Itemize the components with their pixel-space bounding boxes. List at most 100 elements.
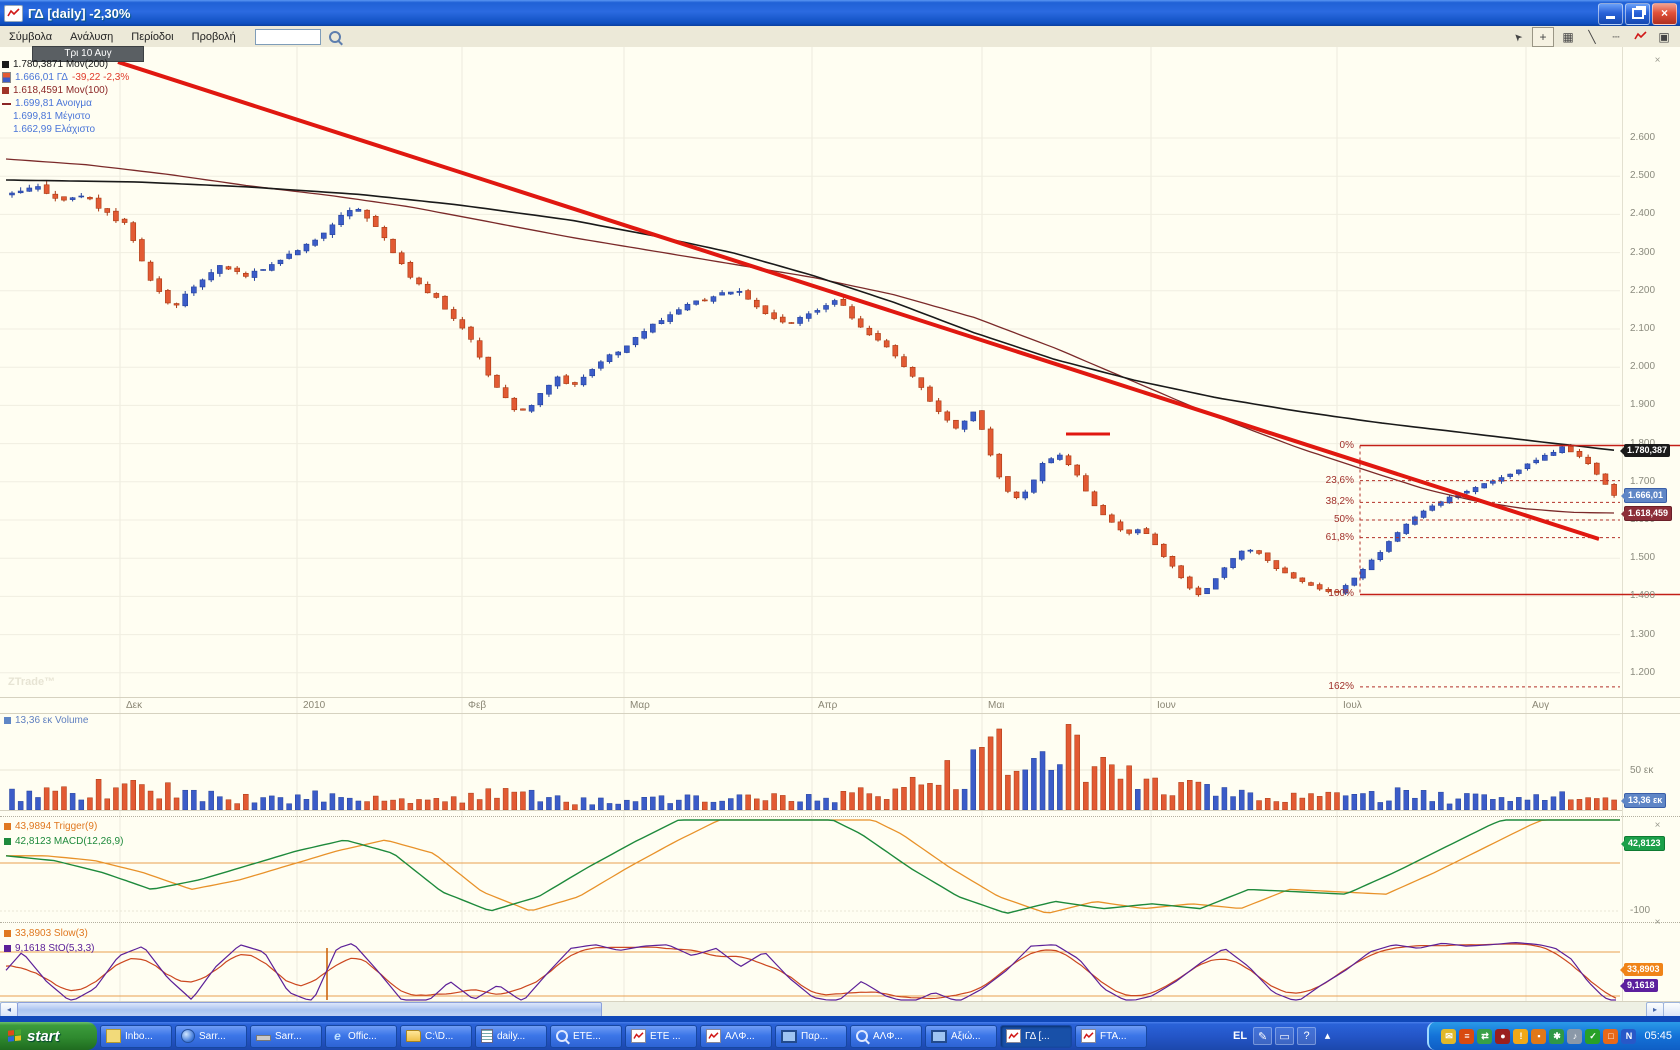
legend-row: 1.699,81 Μέγιστο (2, 110, 129, 123)
tray-audio-icon[interactable]: ♪ (1567, 1028, 1583, 1044)
legend-row: 1.780,3871 Mov(200) (2, 58, 129, 71)
volume-legend: 13,36 εκ Volume (4, 714, 88, 727)
toolbar: ➤ + ▦ ╲ ┈ ▣ (1508, 26, 1674, 47)
key-icon (256, 1035, 271, 1041)
cursor-tool-icon[interactable]: ➤ (1511, 29, 1525, 44)
taskbar-button-sarr[interactable]: Sarr... (175, 1024, 247, 1048)
indicator-legend-row: 43,9894 Trigger(9) (4, 820, 97, 833)
search-icon (856, 1030, 869, 1042)
menu-item-Περίοδοι[interactable]: Περίοδοι (131, 30, 174, 43)
line-marker-icon (2, 102, 11, 105)
taskbar-clock[interactable]: 05:45 (1644, 1030, 1672, 1042)
search-icon[interactable] (328, 30, 341, 43)
keyboard-icon[interactable]: ▭ (1275, 1027, 1295, 1045)
restore-button[interactable] (1625, 3, 1650, 25)
window-title: ΓΔ [daily] -2,30% (28, 5, 131, 21)
system-tray: ✉ ≡ ⇄ ●! ▪ ✱ ♪ ✓ □ N 05:45 (1427, 1022, 1680, 1050)
search-icon (856, 1030, 868, 1042)
symbol-search-input[interactable] (254, 28, 321, 45)
taskbar-button-παρ[interactable]: Παρ... (775, 1024, 847, 1048)
taskbar-button-αλφ[interactable]: ΑΛΦ... (850, 1024, 922, 1048)
app-logo-icon (4, 4, 23, 22)
crosshair-tool-icon[interactable]: + (1532, 26, 1554, 47)
tray-clock-icon[interactable]: ● (1495, 1028, 1511, 1044)
chevron-up-icon[interactable]: ▴ (1324, 1029, 1331, 1042)
grid-tool-icon[interactable]: ▦ (1562, 29, 1574, 44)
chart-background (0, 47, 1680, 1002)
task-label: ΑΛΦ... (725, 1030, 755, 1042)
tray-alert-icon[interactable]: ! (1513, 1028, 1529, 1044)
price-legend: 1.780,3871 Mov(200) 1.666,01 ΓΔ -39,22 -2,… (2, 58, 129, 136)
stoch-pane-close-icon[interactable]: × (1654, 917, 1661, 928)
globe-icon (181, 1029, 195, 1043)
help-icon[interactable]: ? (1297, 1027, 1317, 1045)
pen-icon[interactable]: ✎ (1253, 1027, 1273, 1045)
menu-items: Σύμβολα Ανάλυση Περίοδοι Προβολή (0, 29, 245, 45)
legend-text: 1.618,4591 Mov(100) (13, 85, 109, 96)
macd-pane-divider (0, 816, 1680, 817)
taskbar-button-γδ[interactable]: ΓΔ [... (1000, 1024, 1072, 1048)
legend-text: 1.699,81 Μέγιστο (13, 111, 91, 122)
tray-shield-icon[interactable]: ✓ (1585, 1028, 1601, 1044)
menu-item-Σύμβολα[interactable]: Σύμβολα (9, 30, 53, 43)
legend-row: 1.699,81 Ανοιγμα (2, 97, 129, 110)
chart-type-tool-icon[interactable] (1630, 28, 1650, 46)
chart-icon (1081, 1029, 1096, 1043)
taskbar-button-cd[interactable]: C:\D... (400, 1024, 472, 1048)
taskbar-button-ete[interactable]: ETE... (550, 1024, 622, 1048)
taskbar-button-αλφ[interactable]: ΑΛΦ... (700, 1024, 772, 1048)
tray-mail-icon[interactable]: ✉ (1441, 1028, 1457, 1044)
chart-icon (631, 1029, 646, 1043)
task-label: FTA... (1100, 1030, 1127, 1042)
tray-window-icon[interactable]: □ (1603, 1028, 1619, 1044)
task-label: ΓΔ [... (1025, 1030, 1050, 1042)
menu-item-Προβολή[interactable]: Προβολή (191, 30, 236, 43)
indicator-legend-text: 42,8123 MACD(12,26,9) (15, 836, 124, 847)
legend-marker-spacer (2, 126, 9, 133)
taskbar-button-sarr[interactable]: Sarr... (250, 1024, 322, 1048)
taskbar-button-daily[interactable]: daily... (475, 1024, 547, 1048)
candle-marker-icon (2, 72, 11, 83)
stoch-pane-divider (0, 922, 1680, 923)
indicator-marker-icon (4, 945, 11, 952)
taskbar-button-inbo[interactable]: Inbo... (100, 1024, 172, 1048)
folder-icon (406, 1030, 421, 1042)
minimize-button[interactable] (1598, 3, 1623, 25)
legend-row: 1.618,4591 Mov(100) (2, 84, 129, 97)
macd-pane-close-icon[interactable]: × (1654, 820, 1661, 831)
start-button[interactable]: start (0, 1022, 97, 1050)
tray-sync-icon[interactable]: ⇄ (1477, 1028, 1493, 1044)
monitor-icon (931, 1029, 947, 1043)
taskbar-button-ete[interactable]: ETE ... (625, 1024, 697, 1048)
menu-bar: Σύμβολα Ανάλυση Περίοδοι Προβολή ➤ + ▦ ╲ ┈ ▣ (0, 26, 1680, 48)
watermark: ZTrade™ (8, 676, 56, 688)
pane-separator (0, 1001, 1680, 1002)
task-label: Sarr... (275, 1030, 302, 1042)
title-bar: ΓΔ [daily] -2,30% × (0, 0, 1680, 26)
tray-lock-icon[interactable]: ▪ (1531, 1028, 1547, 1044)
save-tool-icon[interactable]: ▣ (1658, 29, 1670, 44)
indicator-legend-row: 42,8123 MACD(12,26,9) (4, 835, 123, 848)
horizontal-scrollbar[interactable]: ◂ ▸ (0, 1002, 1680, 1018)
search-icon (556, 1030, 569, 1042)
legend-text: 1.699,81 Ανοιγμα (15, 98, 92, 109)
trendline-tool-icon[interactable]: ╲ (1588, 29, 1596, 44)
tray-reader-icon[interactable]: ≡ (1459, 1028, 1475, 1044)
task-label: Offic... (348, 1030, 377, 1042)
close-button[interactable]: × (1652, 3, 1677, 25)
menu-item-Ανάλυση[interactable]: Ανάλυση (70, 30, 114, 43)
taskbar-button-offic[interactable]: e Offic... (325, 1024, 397, 1048)
taskbar-button-fta[interactable]: FTA... (1075, 1024, 1147, 1048)
tray-notes-icon[interactable]: N (1621, 1028, 1637, 1044)
task-label: Inbo... (125, 1030, 153, 1042)
legend-marker-spacer (2, 113, 9, 120)
main-pane-close-icon[interactable]: × (1654, 55, 1661, 66)
language-indicator[interactable]: EL (1233, 1030, 1248, 1042)
browser-icon: e (334, 1029, 341, 1043)
task-label: daily... (497, 1030, 526, 1042)
dotted-line-tool-icon[interactable]: ┈ (1612, 29, 1620, 44)
task-label: ETE... (573, 1030, 601, 1042)
taskbar-button-αξι[interactable]: Αξιώ... (925, 1024, 997, 1048)
tray-lan-icon[interactable]: ✱ (1549, 1028, 1565, 1044)
legend-row: 1.662,99 Ελάχιστο (2, 123, 129, 136)
